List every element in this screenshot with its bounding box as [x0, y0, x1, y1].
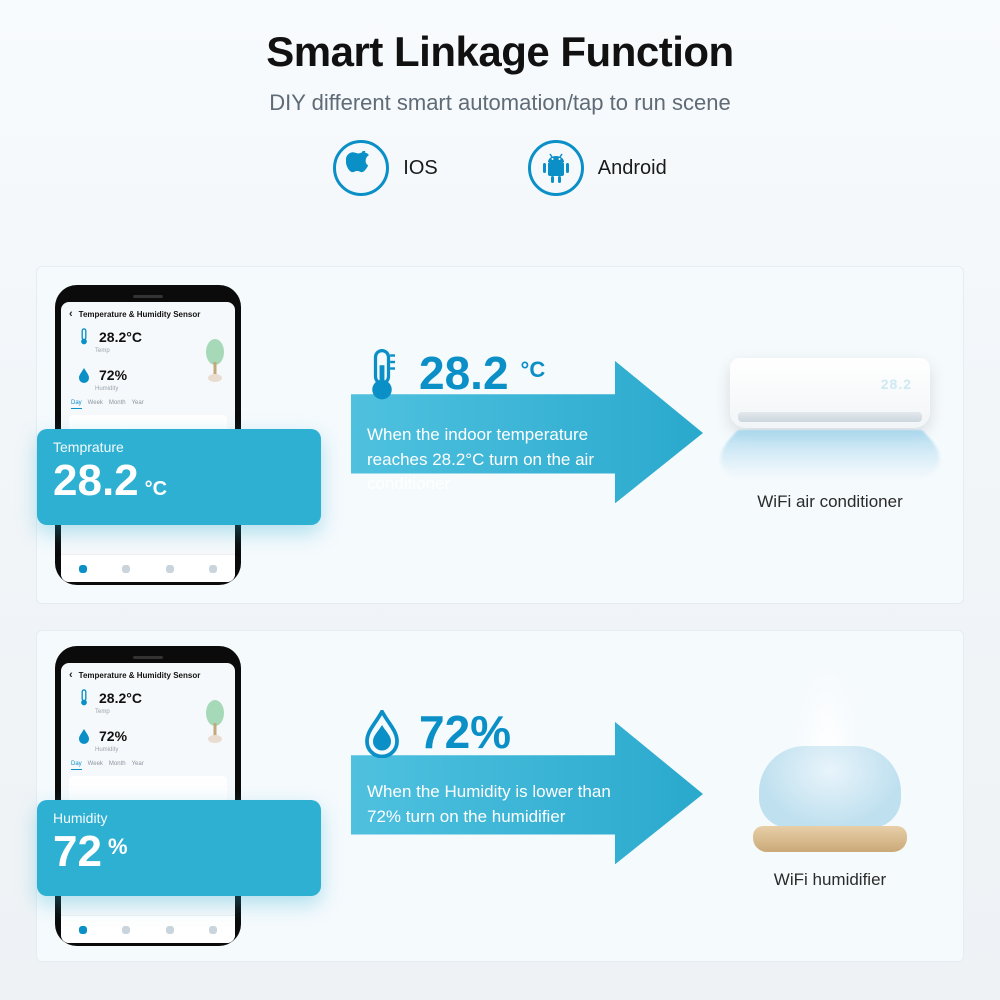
scenario-hum-value: 72% — [419, 709, 511, 755]
badge-unit: % — [108, 836, 128, 858]
platform-row: IOS Android — [0, 140, 1000, 196]
badge-value: 72 — [53, 830, 102, 874]
temperature-badge: Temprature 28.2 °C — [37, 429, 321, 525]
back-chevron-icon: ‹ — [69, 669, 73, 681]
page-subtitle: DIY different smart automation/tap to ru… — [0, 90, 1000, 116]
badge-unit: °C — [145, 479, 167, 499]
ac-body: 28.2 — [730, 358, 930, 428]
hum-sublabel: Humidity — [95, 386, 118, 392]
device-humidifier: WiFi humidifier — [715, 702, 945, 890]
phone-mockup: ‹ Temperature & Humidity Sensor 28.2°C T… — [55, 646, 241, 946]
platform-ios-label: IOS — [403, 157, 437, 180]
hum-value: 72% — [99, 367, 127, 383]
temp-value: 28.2°C — [99, 329, 142, 345]
scenario-humidity: ‹ Temperature & Humidity Sensor 28.2°C T… — [36, 630, 964, 962]
scenario-temp-description: When the indoor temperature reaches 28.2… — [351, 409, 703, 497]
humidifier-base — [753, 826, 907, 852]
app-header: ‹ Temperature & Humidity Sensor — [61, 302, 235, 324]
temp-sublabel: Temp — [95, 348, 110, 354]
humidity-badge: Humidity 72 % — [37, 800, 321, 896]
hum-value: 72% — [99, 728, 127, 744]
app-title: Temperature & Humidity Sensor — [79, 310, 201, 319]
thermometer-icon — [357, 345, 407, 401]
badge-label: Humidity — [53, 810, 311, 826]
device-humidifier-label: WiFi humidifier — [715, 870, 945, 890]
phone-mockup: ‹ Temperature & Humidity Sensor 28.2°C T… — [55, 285, 241, 585]
temp-sublabel: Temp — [95, 709, 110, 715]
apple-icon — [333, 140, 389, 196]
thermometer-icon — [75, 689, 93, 707]
header: Smart Linkage Function DIY different sma… — [0, 0, 1000, 116]
badge-value: 28.2 — [53, 459, 139, 503]
plant-decoration — [203, 338, 227, 384]
android-icon — [528, 140, 584, 196]
app-tabs: DayWeekMonthYear — [61, 755, 235, 772]
device-ac-label: WiFi air conditioner — [715, 492, 945, 512]
arrow-humidity: 72% When the Humidity is lower than 72% … — [351, 706, 703, 886]
app-tabs: DayWeekMonthYear — [61, 394, 235, 411]
platform-android: Android — [528, 140, 667, 196]
page-title: Smart Linkage Function — [0, 28, 1000, 76]
ac-airflow — [692, 430, 967, 480]
app-header: ‹ Temperature & Humidity Sensor — [61, 663, 235, 685]
thermometer-icon — [75, 328, 93, 346]
droplet-icon — [75, 366, 93, 384]
droplet-icon — [357, 706, 407, 758]
badge-label: Temprature — [53, 439, 311, 455]
hum-sublabel: Humidity — [95, 747, 118, 753]
scenario-temp-value: 28.2 — [419, 350, 509, 396]
scenario-hum-description: When the Humidity is lower than 72% turn… — [351, 766, 703, 829]
droplet-icon — [75, 727, 93, 745]
app-bottom-nav — [61, 915, 235, 943]
temp-value: 28.2°C — [99, 690, 142, 706]
platform-ios: IOS — [333, 140, 437, 196]
back-chevron-icon: ‹ — [69, 308, 73, 320]
app-title: Temperature & Humidity Sensor — [79, 671, 201, 680]
device-ac: 28.2 WiFi air conditioner — [715, 358, 945, 512]
platform-android-label: Android — [598, 157, 667, 180]
scenario-temp-unit: °C — [521, 357, 546, 383]
humidifier-body — [759, 746, 901, 828]
app-bottom-nav — [61, 554, 235, 582]
arrow-temperature: 28.2 °C When the indoor temperature reac… — [351, 345, 703, 525]
ac-display: 28.2 — [881, 376, 912, 392]
plant-decoration — [203, 699, 227, 745]
scenario-temperature: ‹ Temperature & Humidity Sensor 28.2°C T… — [36, 266, 964, 604]
